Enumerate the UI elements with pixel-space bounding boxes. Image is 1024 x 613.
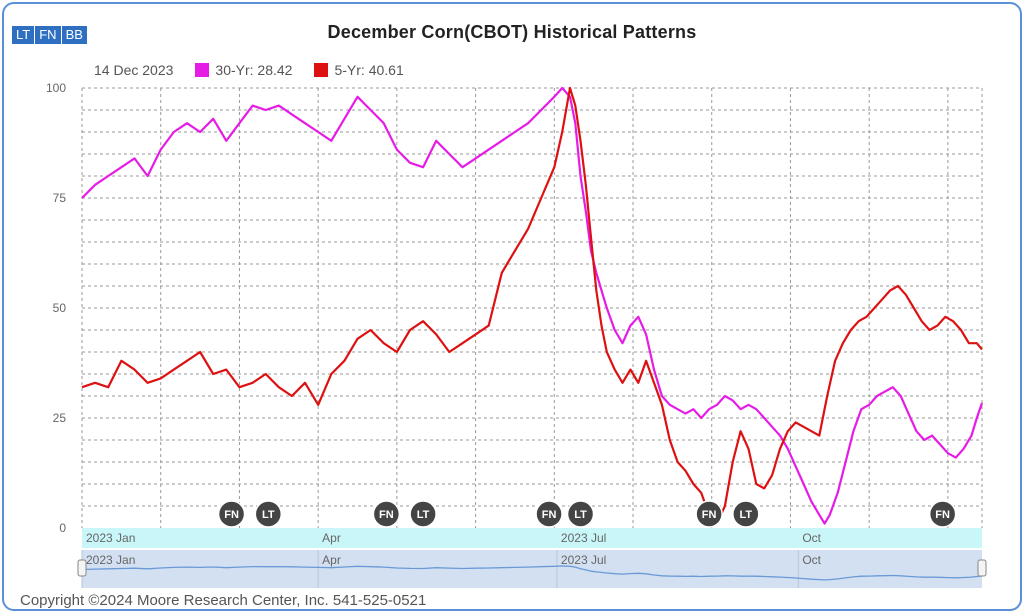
navigator-handle-left[interactable] (77, 559, 87, 577)
bb-button[interactable]: BB (61, 26, 88, 44)
y-tick-label: 25 (53, 411, 67, 425)
marker-label: FN (935, 509, 950, 521)
fn-button[interactable]: FN (35, 26, 62, 44)
x-tick-label: Apr (322, 531, 341, 545)
marker-badge-fn[interactable] (695, 500, 723, 528)
x-tick-label: 2023 Jul (561, 531, 606, 545)
marker-badge-lt[interactable] (566, 500, 595, 528)
series-30yr-line (81, 86, 984, 525)
marker-label: LT (417, 509, 430, 521)
y-tick-label: 75 (53, 191, 67, 205)
marker-label: FN (224, 509, 239, 521)
marker-label: FN (379, 509, 394, 521)
x-tick-label: Oct (802, 531, 821, 545)
marker-badge-fn[interactable] (217, 500, 246, 528)
copyright-text: Copyright ©2024 Moore Research Center, I… (20, 592, 427, 609)
toolbar: LT FN BB (12, 26, 88, 44)
legend-date: 14 Dec 2023 (94, 62, 174, 78)
navigator-tick-label: 2023 Jan (86, 553, 135, 567)
marker-badge-fn[interactable] (928, 500, 957, 528)
navigator-tick-label: Apr (322, 553, 341, 567)
marker-badge-fn[interactable] (535, 500, 563, 528)
legend-5yr-swatch[interactable] (314, 63, 329, 77)
marker-badge-fn[interactable] (372, 500, 401, 528)
legend-5yr-label[interactable]: 5-Yr: 40.61 (334, 62, 404, 78)
marker-badge-lt[interactable] (254, 500, 283, 528)
navigator-line (81, 565, 983, 581)
y-tick-label: 100 (46, 81, 66, 95)
legend-30yr-swatch[interactable] (195, 63, 210, 77)
marker-badge-lt[interactable] (732, 500, 760, 528)
x-tick-label: 2023 Jan (86, 531, 135, 545)
chart-title: December Corn(CBOT) Historical Patterns (327, 22, 697, 42)
legend: 14 Dec 2023 30-Yr: 28.42 5-Yr: 40.61 (94, 62, 404, 78)
marker-label: FN (702, 509, 717, 521)
marker-label: FN (542, 509, 557, 521)
navigator-handle-right[interactable] (977, 559, 987, 577)
marker-label: LT (574, 509, 587, 521)
marker-label: LT (740, 509, 753, 521)
navigator-tick-label: 2023 Jul (561, 553, 606, 567)
lt-button[interactable]: LT (12, 26, 36, 44)
y-tick-label: 0 (59, 521, 66, 535)
legend-30yr-label[interactable]: 30-Yr: 28.42 (215, 62, 293, 78)
navigator-background[interactable] (82, 550, 982, 588)
marker-label: LT (262, 509, 275, 521)
marker-badge-lt[interactable] (409, 500, 437, 528)
navigator-tick-label: Oct (802, 553, 821, 567)
x-axis-band (82, 528, 982, 548)
series-5yr-line (81, 86, 983, 525)
y-tick-label: 50 (53, 301, 67, 315)
